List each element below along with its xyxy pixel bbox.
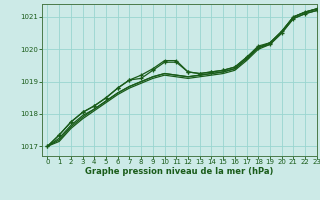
X-axis label: Graphe pression niveau de la mer (hPa): Graphe pression niveau de la mer (hPa) bbox=[85, 167, 273, 176]
